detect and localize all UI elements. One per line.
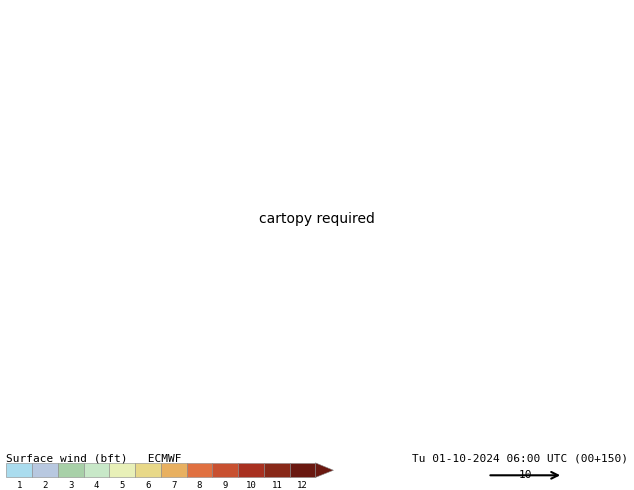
Text: 6: 6 (145, 481, 151, 490)
Bar (6, 463, 32, 477)
Text: cartopy required: cartopy required (259, 212, 375, 226)
Bar (212, 463, 238, 477)
Text: 1: 1 (16, 481, 22, 490)
Text: 8: 8 (197, 481, 202, 490)
Bar (110, 463, 135, 477)
Text: Surface wind (bft)   ECMWF: Surface wind (bft) ECMWF (6, 453, 182, 463)
Bar (58, 463, 84, 477)
Text: 10: 10 (519, 470, 532, 480)
Text: 7: 7 (171, 481, 176, 490)
Bar (135, 463, 161, 477)
Bar (161, 463, 186, 477)
Polygon shape (316, 463, 333, 477)
Text: 11: 11 (271, 481, 282, 490)
Text: 12: 12 (297, 481, 308, 490)
Text: 3: 3 (68, 481, 74, 490)
Bar (290, 463, 316, 477)
Bar (32, 463, 58, 477)
Bar (264, 463, 290, 477)
Bar (238, 463, 264, 477)
Text: Tu 01-10-2024 06:00 UTC (00+150): Tu 01-10-2024 06:00 UTC (00+150) (411, 453, 628, 463)
Text: 9: 9 (223, 481, 228, 490)
Text: 2: 2 (42, 481, 48, 490)
Text: 4: 4 (94, 481, 99, 490)
Bar (186, 463, 212, 477)
Text: 10: 10 (245, 481, 256, 490)
Text: 5: 5 (120, 481, 125, 490)
Bar (84, 463, 110, 477)
